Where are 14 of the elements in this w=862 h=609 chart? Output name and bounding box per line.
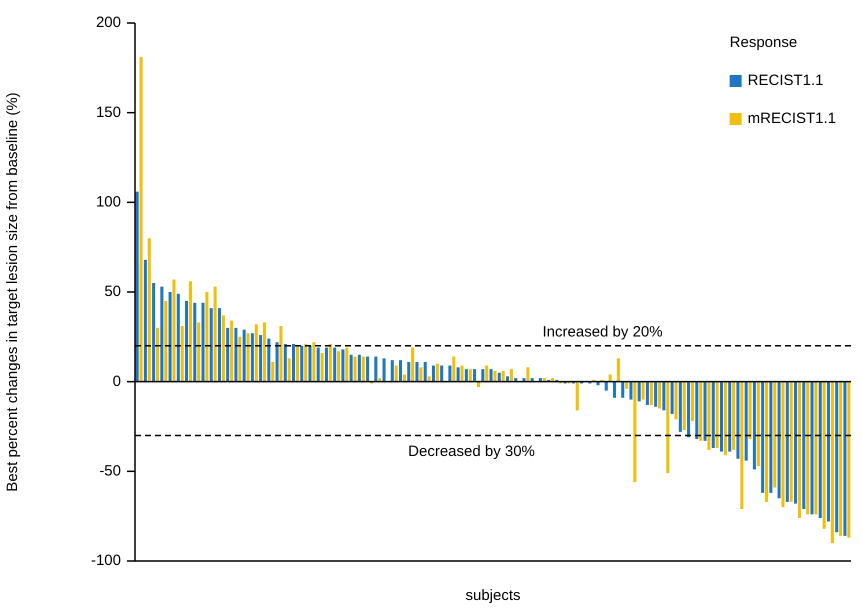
y-tick-label: 0: [112, 372, 121, 390]
legend-title: Response: [730, 34, 798, 52]
ref-line-label: Increased by 20%: [542, 323, 663, 340]
ref-line-label: Decreased by 30%: [408, 443, 535, 460]
y-tick-label: 200: [96, 14, 121, 32]
y-tick-label: 50: [104, 283, 121, 300]
y-tick-label: 150: [96, 104, 121, 121]
legend-label: RECIST1.1: [748, 72, 824, 90]
y-tick-label: 100: [96, 193, 121, 210]
y-tick-label: -100: [90, 552, 121, 570]
y-axis-title: Best percent changes in target lesion size from baseline (%): [4, 92, 22, 492]
x-axis-title: subjects: [465, 587, 521, 604]
legend-label: mRECIST1.1: [748, 110, 836, 128]
y-tick-label: -50: [99, 462, 121, 480]
